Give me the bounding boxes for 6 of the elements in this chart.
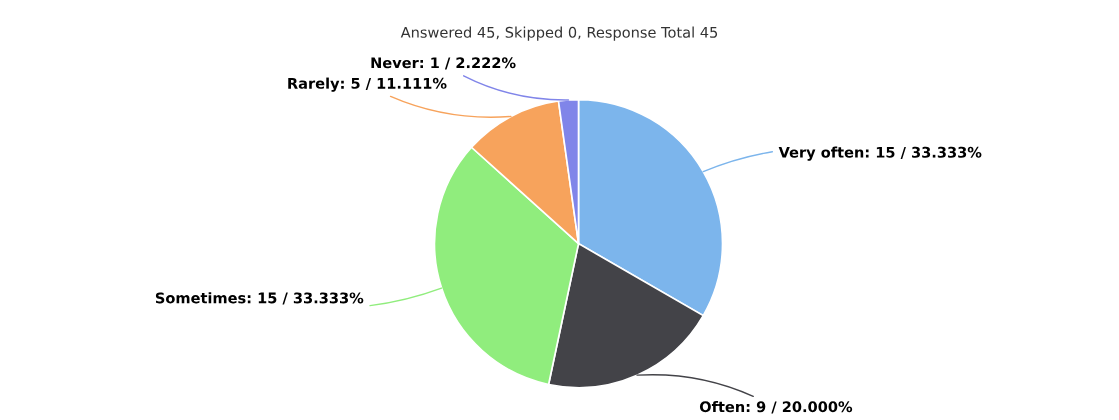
slice-label: Rarely: 5 / 11.111% [288, 77, 447, 92]
chart-title: Answered 45, Skipped 0, Response Total 45 [400, 26, 718, 41]
slice-label: Sometimes: 15 / 33.333% [155, 292, 364, 305]
slice-label: Very often: 15 / 33.333% [778, 146, 982, 161]
slice-label: Never: 1 / 2.222% [371, 57, 516, 70]
slice-label: Often: 9 / 20.000% [699, 400, 853, 414]
